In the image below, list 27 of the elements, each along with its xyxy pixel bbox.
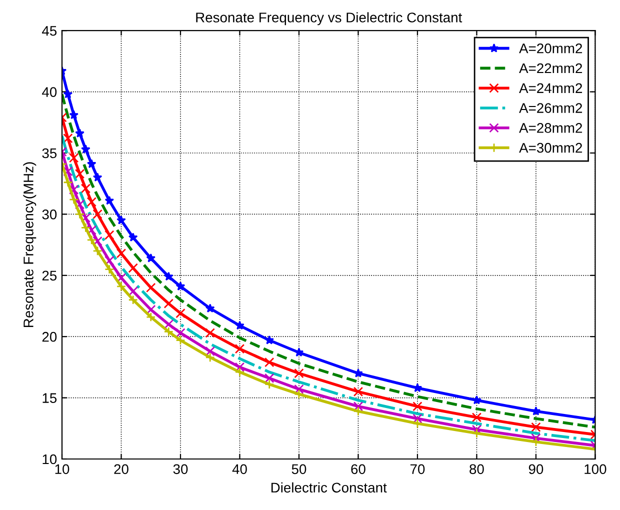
legend-label: A=28mm2 xyxy=(519,123,582,133)
x-tick-label: 60 xyxy=(351,464,366,474)
y-tick-label: 15 xyxy=(42,393,57,403)
y-axis-title: Resonate Frequency(MHz) xyxy=(23,162,36,328)
y-tick-label: 30 xyxy=(42,210,57,220)
legend-label: A=30mm2 xyxy=(519,142,582,153)
x-tick-label: 100 xyxy=(584,464,606,474)
x-tick-label: 80 xyxy=(470,464,484,474)
x-tick-label: 30 xyxy=(173,464,188,474)
y-tick-label: 20 xyxy=(42,332,57,342)
x-tick-label: 10 xyxy=(55,464,70,474)
x-tick-label: 20 xyxy=(114,464,128,474)
legend-label: A=26mm2 xyxy=(519,103,582,113)
y-tick-label: 25 xyxy=(42,270,57,281)
x-tick-label: 40 xyxy=(232,464,247,474)
y-tick-label: 35 xyxy=(42,148,57,158)
legend-label: A=22mm2 xyxy=(519,63,582,74)
legend-label: A=20mm2 xyxy=(519,43,582,54)
chart-title: Resonate Frequency vs Dielectric Constant xyxy=(196,12,462,26)
y-tick-label: 40 xyxy=(42,87,57,97)
x-tick-label: 50 xyxy=(292,464,306,474)
y-tick-label: 45 xyxy=(42,26,57,36)
x-tick-label: 90 xyxy=(528,464,544,474)
x-tick-label: 70 xyxy=(410,464,425,474)
x-axis-title: Dielectric Constant xyxy=(271,482,387,493)
legend-label: A=24mm2 xyxy=(519,83,582,93)
y-tick-label: 10 xyxy=(42,454,57,464)
